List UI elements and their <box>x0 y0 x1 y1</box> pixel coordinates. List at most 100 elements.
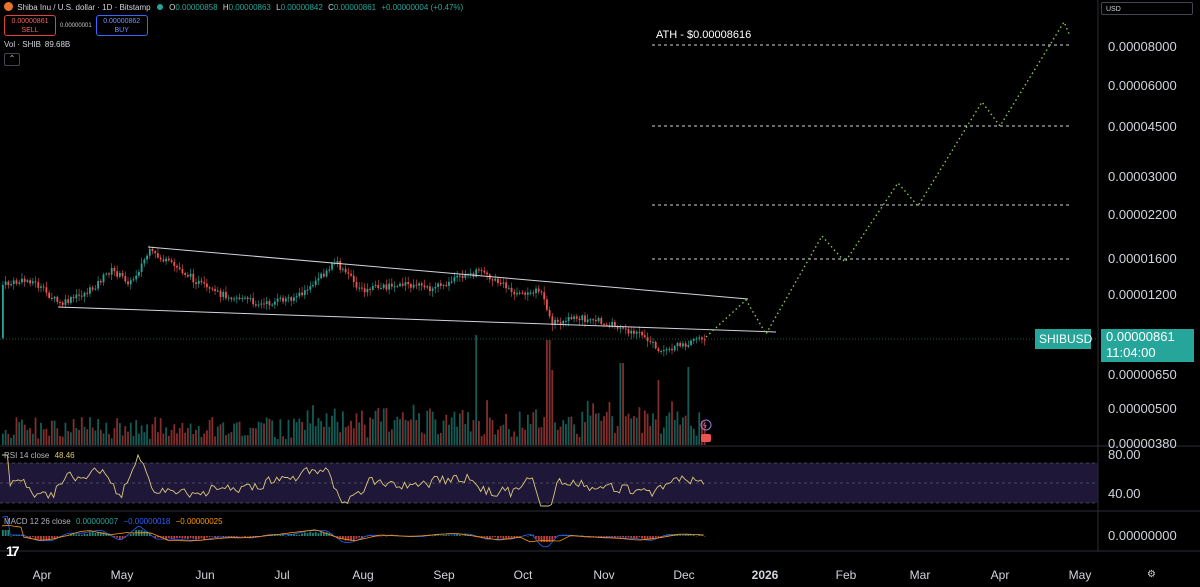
candle <box>143 259 146 264</box>
volume-bar <box>494 434 497 445</box>
volume-bar <box>181 422 184 445</box>
candle <box>445 284 448 286</box>
candle <box>12 280 15 284</box>
time-axis-label: Dec <box>673 568 694 582</box>
candle <box>331 263 333 270</box>
macd-bar <box>287 534 290 536</box>
macd-bar <box>603 536 605 537</box>
volume-bar <box>546 340 548 445</box>
volume-bar <box>282 436 284 445</box>
macd-bar <box>371 536 374 537</box>
candle <box>682 343 684 347</box>
volume-bar <box>431 411 434 445</box>
macd-bar <box>701 535 703 536</box>
rsi-legend[interactable]: RSI 14 close 48.46 <box>4 451 75 460</box>
macd-bar <box>238 536 241 537</box>
buy-label: BUY <box>114 27 129 34</box>
candle <box>529 292 532 294</box>
candle <box>475 269 478 277</box>
candle <box>407 282 410 285</box>
candle <box>167 258 170 261</box>
candle <box>89 287 91 294</box>
time-axis-label: Mar <box>910 568 931 582</box>
collapse-legend-button[interactable]: ⌃ <box>4 53 20 66</box>
macd-bar <box>657 536 660 539</box>
gear-icon[interactable]: ⚙ <box>1147 569 1156 580</box>
candle <box>53 296 56 299</box>
volume-bar <box>690 425 692 445</box>
candle <box>660 350 663 352</box>
macd-bar <box>94 532 97 536</box>
candle <box>206 283 208 288</box>
candle <box>486 272 488 275</box>
candle <box>415 284 418 286</box>
candle <box>342 268 344 270</box>
volume-bar <box>94 430 97 445</box>
volume-bar <box>124 426 127 445</box>
macd-bar <box>12 535 15 536</box>
volume-legend[interactable]: Vol · SHIB 89.68B <box>4 40 70 49</box>
currency-selector[interactable]: USD <box>1101 2 1193 15</box>
channel-upper-line[interactable] <box>147 246 749 300</box>
candle <box>516 292 518 295</box>
earnings-icon[interactable] <box>701 434 711 442</box>
volume-bar <box>23 424 26 445</box>
volume-bar <box>516 436 518 445</box>
candle <box>268 301 271 306</box>
volume-bar <box>366 437 369 445</box>
macd-bar <box>339 536 342 539</box>
volume-bar <box>347 425 350 445</box>
macd-bar <box>34 536 37 540</box>
volume-bar <box>159 418 162 445</box>
macd-bar <box>641 536 643 539</box>
rsi-label: RSI 14 close <box>4 451 50 460</box>
sell-price: 0.00000861 <box>11 18 49 25</box>
macd-bar <box>377 536 380 537</box>
channel-lower-line[interactable] <box>57 306 777 333</box>
volume-bar <box>703 421 706 445</box>
candle <box>249 298 252 300</box>
volume-bar <box>638 407 641 445</box>
volume-bar <box>53 420 56 445</box>
sell-button[interactable]: 0.00000861 SELL <box>4 15 56 36</box>
macd-bar <box>619 536 622 538</box>
volume-bar <box>567 417 570 445</box>
candle <box>56 296 59 302</box>
candle <box>703 339 706 341</box>
candle <box>673 346 676 351</box>
candle <box>665 349 668 351</box>
candle <box>619 327 622 329</box>
volume-bar <box>434 419 437 445</box>
volume-bar <box>265 417 268 445</box>
macd-bar <box>437 535 439 536</box>
volume-bar <box>165 427 167 445</box>
macd-bar <box>537 536 540 541</box>
volume-bar <box>328 426 331 445</box>
candle <box>507 287 510 289</box>
spread-value: 0.00000001 <box>60 22 92 29</box>
macd-legend[interactable]: MACD 12 26 close 0.00000007 −0.00000018 … <box>4 517 223 526</box>
candle <box>597 318 600 322</box>
macd-bar <box>551 536 554 542</box>
volume-bar <box>29 428 31 445</box>
macd-bar <box>298 534 301 536</box>
macd-bar <box>385 536 388 537</box>
volume-bar <box>279 419 282 445</box>
candle <box>314 280 317 286</box>
tradingview-logo-icon[interactable]: 17 <box>6 543 20 559</box>
macd-bar <box>37 536 40 539</box>
symbol-title[interactable]: Shiba Inu / U.S. dollar · 1D · Bitstamp <box>17 3 151 12</box>
volume-bar <box>244 435 246 445</box>
buy-button[interactable]: 0.00000862 BUY <box>95 15 148 36</box>
macd-bar <box>635 536 638 539</box>
volume-bar <box>671 401 673 445</box>
event-icon[interactable] <box>700 419 712 431</box>
candle <box>497 278 499 283</box>
candle <box>701 337 703 340</box>
candle <box>399 283 401 287</box>
volume-bar <box>132 435 135 445</box>
macd-bar <box>59 535 61 537</box>
volume-bar <box>325 413 328 445</box>
candle <box>99 280 102 283</box>
